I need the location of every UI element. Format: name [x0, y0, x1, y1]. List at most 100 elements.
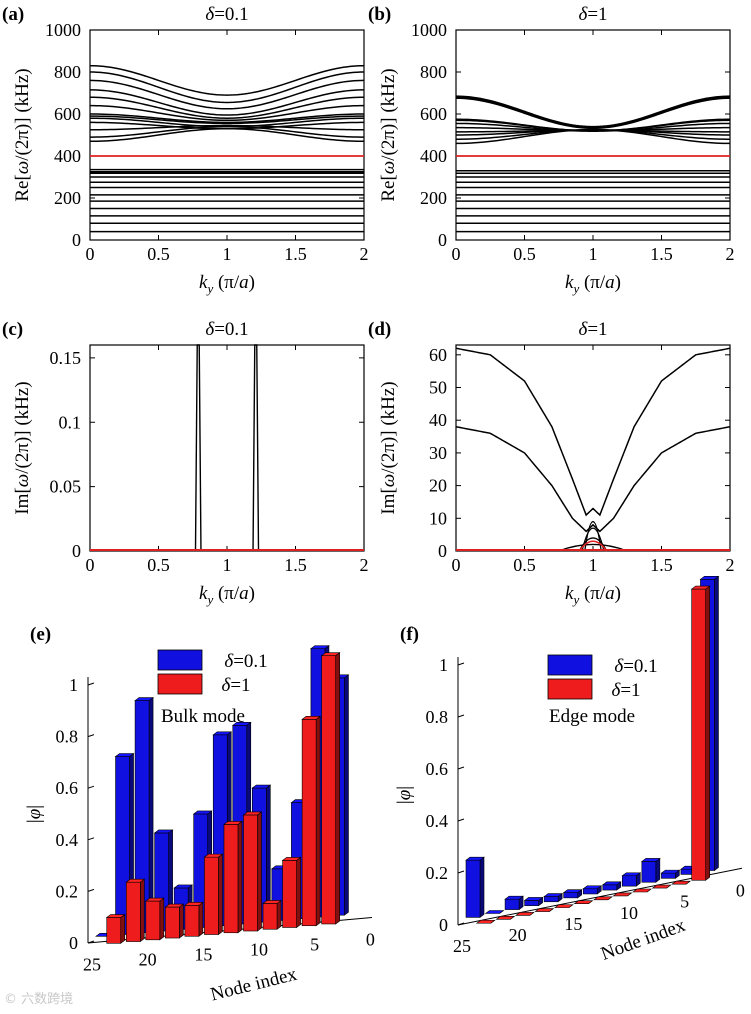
- label-part: Re[: [12, 174, 33, 201]
- x-axis-label: ky (π/a): [565, 583, 621, 607]
- bar-blue-top: [212, 731, 233, 736]
- label-subscript: y: [571, 592, 579, 607]
- bar-red-top: [105, 914, 126, 918]
- bar-red-side: [139, 878, 145, 943]
- bar-blue-top: [640, 858, 661, 862]
- bar-blue-top: [562, 889, 583, 893]
- y-tick-label: 1000: [45, 20, 81, 40]
- legend-label-delta-0.1: δ=0.1: [224, 651, 267, 672]
- x-tick-label: 2: [726, 555, 735, 575]
- bar-red-top: [632, 888, 652, 893]
- bar-red-top: [514, 912, 535, 916]
- label-part: |: [394, 786, 415, 790]
- watermark: © 六数跨境: [4, 992, 74, 1007]
- band-line: [89, 89, 365, 116]
- y-tick-label: 40: [429, 410, 447, 430]
- node-tick-label: 15: [564, 914, 582, 934]
- panel-title: δ=0.1: [205, 319, 248, 340]
- bar-red-top: [495, 916, 516, 920]
- z-tick-label: 0.4: [56, 830, 79, 850]
- panel-title: δ=0.1: [205, 4, 248, 25]
- bar-blue-side: [714, 575, 719, 872]
- bar-red-top: [183, 902, 204, 906]
- z-tick: [457, 818, 465, 822]
- panel-label: (f): [400, 624, 419, 645]
- panel-f: 0 0.2 0.4 0.6 0.8 1 |φ| 25 20 15 10 5 0 Node index δ=0…: [394, 575, 745, 965]
- bar-red: [691, 588, 706, 881]
- bar-blue: [661, 872, 676, 879]
- z-tick-label: 0.6: [56, 778, 79, 798]
- label-part: φ: [24, 809, 45, 820]
- node-axis-label: Node index: [598, 915, 688, 965]
- label-part: a: [605, 272, 615, 293]
- z-tick-label: 0.2: [56, 881, 79, 901]
- imag-curve-upper: [455, 347, 731, 517]
- y-axis-label: Im[ω/(2π)] (kHz): [378, 381, 399, 514]
- x-tick-label: 0: [86, 244, 95, 264]
- z-tick-label: 0.2: [426, 863, 449, 883]
- panel-c: 0 0.5 1 1.5 2 0 0.05 0.1 0.15 (c) δ=0.1 ky (π/a) Im[…: [2, 319, 369, 607]
- band-line: [455, 128, 731, 145]
- bar-blue-top: [465, 856, 485, 861]
- y-tick-label: 600: [420, 104, 447, 124]
- node-tick-label: 20: [139, 950, 157, 970]
- y-tick-label: 400: [54, 146, 81, 166]
- x-tick-label: 0: [86, 555, 95, 575]
- bar-red-top: [534, 908, 555, 912]
- bar-red-side: [120, 913, 126, 944]
- bar-blue: [543, 896, 559, 903]
- legend: δ=0.1δ=1: [547, 654, 658, 701]
- band-line: [89, 96, 365, 119]
- label-part: (π/: [584, 272, 606, 293]
- label-part: |: [24, 819, 45, 823]
- bar-red-top: [320, 652, 341, 656]
- label-part: ω: [378, 474, 399, 487]
- band-line: [89, 104, 365, 122]
- y-tick-label: 800: [54, 62, 81, 82]
- bar-blue-top: [310, 645, 330, 649]
- label-part: k: [199, 272, 208, 293]
- panel-label: (b): [368, 4, 391, 25]
- bar-red-top: [573, 900, 594, 905]
- band-line: [455, 97, 731, 130]
- bar-blue: [465, 859, 481, 918]
- x-tick-label: 1: [589, 555, 598, 575]
- label-part: k: [565, 272, 574, 293]
- z-tick-label: 1: [439, 655, 448, 675]
- y-tick-label: 0: [72, 541, 81, 561]
- label-part: δ: [578, 4, 588, 25]
- bar-red: [321, 655, 336, 925]
- label-part: δ: [205, 319, 215, 340]
- band-line: [89, 115, 365, 125]
- z-tick-label: 0.8: [56, 727, 79, 747]
- label-part: =0.1: [233, 651, 267, 672]
- bar-red-top: [671, 880, 692, 885]
- panel-b: 0 0.5 1 1.5 2 0 200 400 600 800 1000 (b) δ=1 ky (π/a)…: [368, 4, 735, 296]
- bar-blue-side: [479, 856, 485, 919]
- y-tick-label: 400: [420, 146, 447, 166]
- x-axis-label: ky (π/a): [199, 583, 255, 607]
- node-tick-label: 10: [250, 940, 268, 960]
- y-tick-label: 50: [429, 378, 447, 398]
- spike-line: [194, 344, 202, 552]
- imag-curve-lower: [455, 426, 731, 533]
- label-part: k: [565, 583, 574, 604]
- label-part: =0.1: [214, 319, 248, 340]
- bar-red: [301, 719, 317, 927]
- label-part: a: [605, 583, 615, 604]
- bar-blue-top: [523, 897, 544, 901]
- bar-red: [184, 905, 200, 937]
- x-tick-label: 1: [589, 244, 598, 264]
- z-tick-label: 0: [439, 915, 448, 935]
- bar-blue-top: [134, 697, 154, 701]
- label-part: =1: [230, 675, 250, 696]
- label-part: =1: [620, 680, 640, 701]
- bar-blue-top: [114, 753, 135, 757]
- y-tick-label: 0: [72, 230, 81, 250]
- band-line: [89, 113, 365, 124]
- panel-title: δ=1: [578, 319, 607, 340]
- label-part: |: [394, 800, 415, 804]
- label-part: δ: [205, 4, 215, 25]
- y-axis-label: Im[ω/(2π)] (kHz): [12, 381, 33, 514]
- bar-red-side: [335, 652, 340, 925]
